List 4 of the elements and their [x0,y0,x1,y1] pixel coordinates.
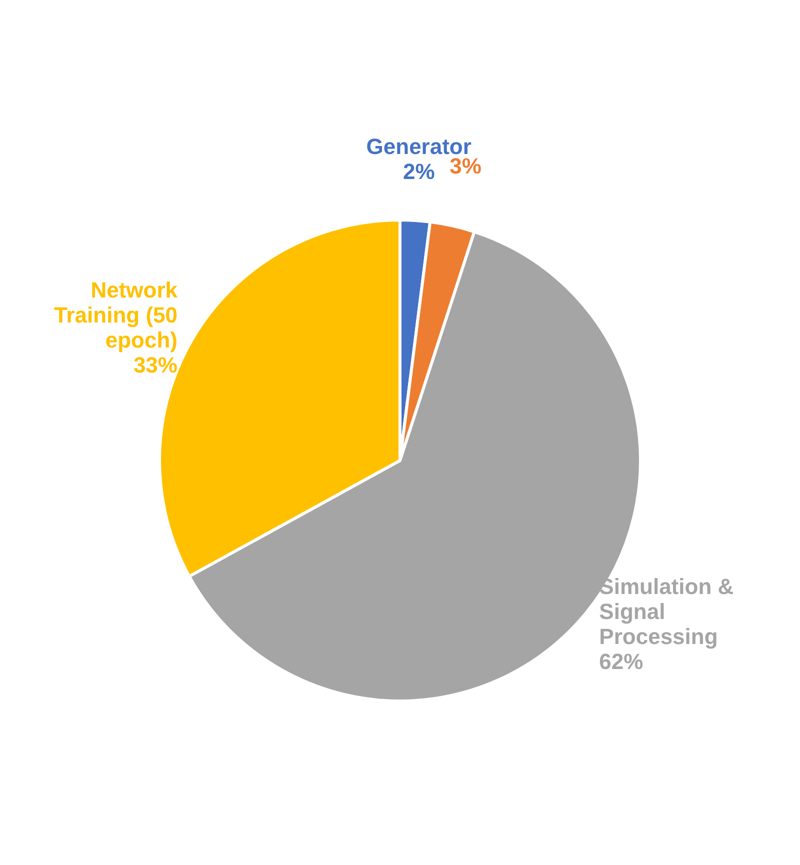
data-label: 2% [402,159,435,184]
data-label: 33% [133,352,178,378]
slice-label: Network Training (50 epoch) [54,277,178,352]
data-label: 62% [599,648,644,674]
